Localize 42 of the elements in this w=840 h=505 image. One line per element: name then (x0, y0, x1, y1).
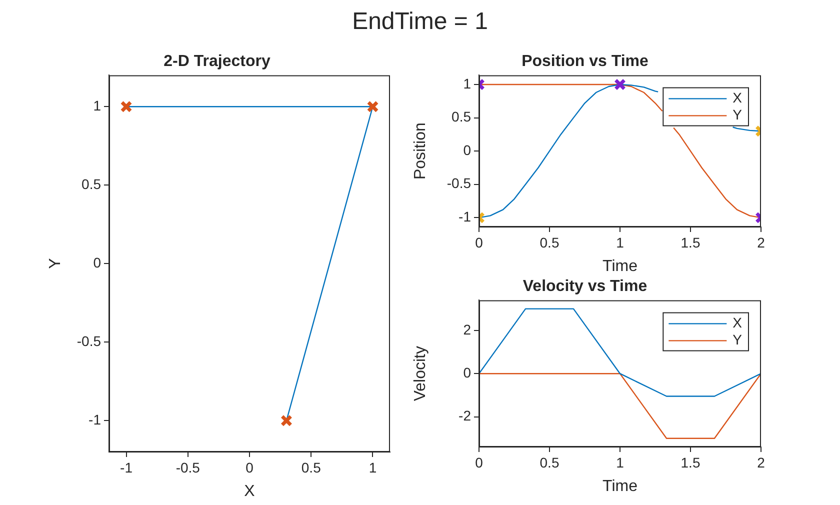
x-tick-label: 2 (757, 234, 766, 250)
x-axis-title: Time (602, 258, 638, 275)
y-axis-title: Y (47, 258, 64, 269)
legend-label: X (732, 314, 743, 331)
legend-label: Y (732, 106, 743, 123)
y-axis-title: Position (412, 122, 430, 180)
x-tick-label: 0 (475, 234, 484, 250)
chart-title: Velocity vs Time (522, 278, 648, 296)
x-tick-label: 1.5 (680, 454, 700, 470)
x-axis-title: X (244, 482, 256, 500)
text: EndTime = 1 (351, 8, 489, 36)
y-tick-label: 0 (463, 142, 472, 158)
y-tick-label: 2 (463, 321, 472, 338)
chart-title: Position vs Time (522, 53, 649, 70)
x-tick-label: 0 (246, 459, 254, 476)
legend-label: Y (732, 332, 743, 348)
x-tick-label: 0.5 (301, 459, 322, 476)
y-tick-label: -0.5 (446, 175, 472, 192)
y-tick-label: -1 (458, 208, 472, 225)
y-tick-label: -0.5 (76, 332, 102, 349)
x-tick-label: 0 (475, 454, 484, 470)
chart-title: 2-D Trajectory (164, 53, 270, 70)
x-tick-label: 1 (368, 459, 377, 476)
x-tick-label: 1.5 (680, 234, 700, 250)
x-tick-label: -0.5 (176, 459, 200, 476)
x-tick-label: 0.5 (540, 454, 560, 470)
y-axis-title: Velocity (412, 346, 430, 402)
y-tick-label: -2 (458, 408, 472, 424)
x-tick-label: 0.5 (540, 234, 560, 250)
x-tick-label: 1 (616, 454, 624, 470)
y-tick-label: -1 (88, 411, 102, 428)
x-tick-label: 1 (616, 234, 624, 250)
y-tick-label: 0 (463, 364, 472, 380)
y-tick-label: 1 (93, 97, 102, 114)
legend-label: X (732, 90, 743, 106)
y-tick-label: 0.5 (452, 108, 472, 125)
y-tick-label: 0.5 (82, 176, 102, 192)
y-tick-label: 0 (93, 254, 102, 270)
x-axis-title: Time (602, 478, 638, 495)
y-tick-label: 1 (463, 75, 472, 92)
x-tick-label: 2 (757, 454, 766, 470)
x-tick-label: -1 (120, 459, 133, 476)
